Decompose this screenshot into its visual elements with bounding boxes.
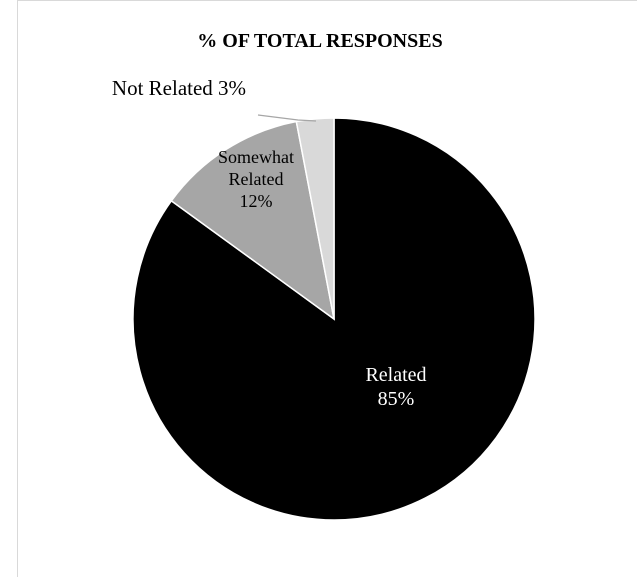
chart-title: % OF TOTAL RESPONSES <box>197 30 443 52</box>
leader-line-not-related <box>257 114 317 122</box>
data-label-somewhat-related: Somewhat Related 12% <box>218 147 294 211</box>
pie-slice-somewhat-related <box>170 120 336 321</box>
data-label-not-related: Not Related 3% <box>112 76 246 100</box>
chart-frame <box>17 0 637 577</box>
data-label-related: Related 85% <box>365 364 426 410</box>
pie-slice-not-related <box>295 117 335 320</box>
